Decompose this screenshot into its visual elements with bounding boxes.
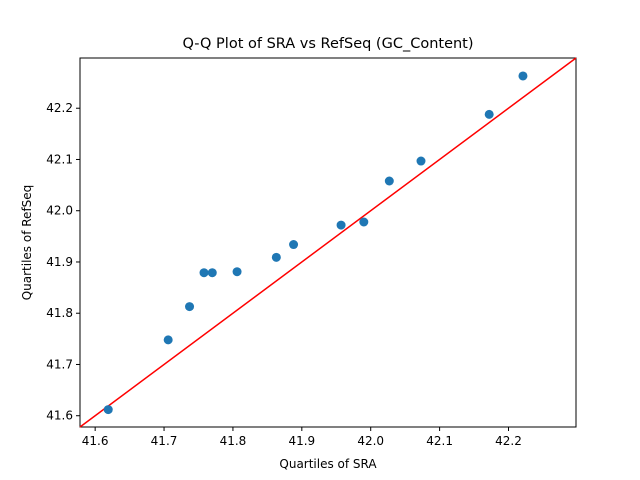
data-point: [103, 405, 113, 415]
y-tick-label: 41.8: [46, 306, 73, 320]
x-axis-ticks: 41.6 41.7 41.8 41.9 42.0 42.1 42.2: [82, 427, 522, 448]
data-point: [199, 268, 209, 278]
y-tick-label: 41.9: [46, 255, 73, 269]
data-point: [289, 240, 299, 250]
x-tick-label: 41.6: [82, 434, 109, 448]
data-point: [359, 217, 369, 227]
plot-area-frame: [79, 57, 577, 428]
x-tick-label: 42.0: [357, 434, 384, 448]
y-tick-label: 42.1: [46, 152, 73, 166]
data-point: [185, 302, 195, 312]
y-tick-label: 42.0: [46, 204, 73, 218]
x-tick-label: 41.8: [220, 434, 247, 448]
x-tick-label: 41.9: [288, 434, 315, 448]
reference-line-group: [79, 57, 577, 428]
data-points-group: [103, 71, 528, 415]
data-point: [271, 252, 281, 262]
data-point: [518, 71, 528, 81]
x-tick-label: 42.1: [426, 434, 453, 448]
reference-line: [79, 57, 577, 428]
y-axis-label: Quartiles of RefSeq: [20, 185, 34, 301]
y-axis-ticks: 41.6 41.7 41.8 41.9 42.0 42.1 42.2: [46, 101, 80, 423]
data-point: [416, 156, 426, 166]
y-tick-label: 41.7: [46, 357, 73, 371]
data-point: [207, 268, 217, 278]
data-point: [484, 109, 494, 119]
data-point: [163, 335, 173, 345]
x-tick-label: 42.2: [495, 434, 522, 448]
data-point: [336, 220, 346, 230]
y-tick-label: 41.6: [46, 409, 73, 423]
data-point: [232, 267, 242, 277]
data-point: [384, 176, 394, 186]
y-tick-label: 42.2: [46, 101, 73, 115]
chart-title: Q-Q Plot of SRA vs RefSeq (GC_Content): [182, 36, 473, 52]
x-axis-label: Quartiles of SRA: [279, 457, 377, 471]
x-tick-label: 41.7: [151, 434, 178, 448]
